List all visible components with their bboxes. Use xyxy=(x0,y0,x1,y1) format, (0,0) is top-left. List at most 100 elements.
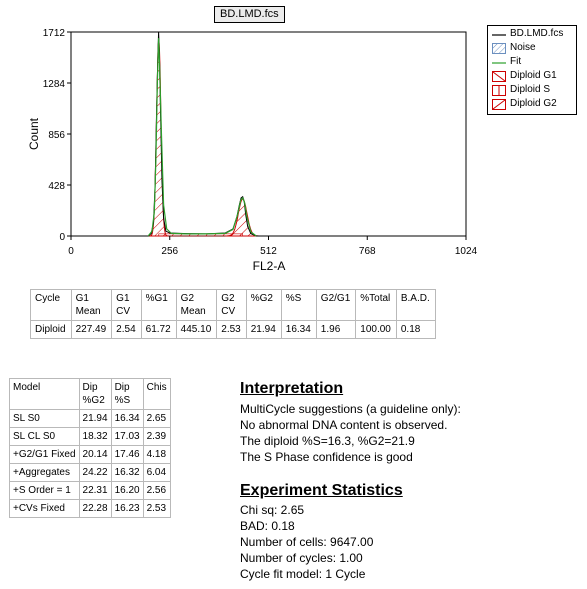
table-cell: 17.46 xyxy=(110,445,144,464)
column-header: G1 Mean xyxy=(70,289,113,321)
table-cell: 16.23 xyxy=(110,499,144,518)
table-cell: 61.72 xyxy=(140,320,177,339)
table-cell: 16.32 xyxy=(110,463,144,482)
column-header: G2/G1 xyxy=(315,289,357,321)
table-cell: 2.53 xyxy=(216,320,247,339)
table-cell: +S Order = 1 xyxy=(9,481,80,500)
hatch-box-red-icon xyxy=(492,98,506,110)
legend-label: Diploid S xyxy=(510,84,551,95)
statistics-line: Cycle fit model: 1 Cycle xyxy=(240,567,366,581)
column-header: Cycle xyxy=(30,289,72,321)
fit-line xyxy=(147,38,257,237)
table-cell: 16.20 xyxy=(110,481,144,500)
column-header: G2 CV xyxy=(216,289,247,321)
interpretation-line: MultiCycle suggestions (a guideline only… xyxy=(240,402,461,416)
histogram-chart: 0 256 512 768 1024 0 428 856 1284 1712 Count FL2-… xyxy=(27,28,478,273)
column-header: Dip %S xyxy=(110,378,144,410)
y-axis-label: Count xyxy=(27,117,41,150)
black-line-icon xyxy=(492,29,506,40)
interpretation-title: Interpretation xyxy=(240,380,344,397)
table-row: SL CL S0 18.32 17.03 2.39 xyxy=(9,427,171,446)
legend-item-noise: Noise xyxy=(492,41,536,55)
legend-item-g2: Diploid G2 xyxy=(492,97,557,111)
table-cell: 6.04 xyxy=(142,463,171,482)
statistics-line: Number of cells: 9647.00 xyxy=(240,535,374,549)
table-row: +Aggregates 24.22 16.32 6.04 xyxy=(9,463,171,482)
interpretation-line: The diploid %S=16.3, %G2=21.9 xyxy=(240,434,415,448)
legend-item-data: BD.LMD.fcs xyxy=(492,27,563,41)
legend-label: Diploid G1 xyxy=(510,70,557,81)
hatch-box-blue-icon xyxy=(492,42,506,54)
table-cell: 2.56 xyxy=(142,481,171,500)
legend-label: Noise xyxy=(510,42,536,53)
table-row: +G2/G1 Fixed 20.14 17.46 4.18 xyxy=(9,445,171,464)
table-cell: 18.32 xyxy=(78,427,112,446)
legend-label: BD.LMD.fcs xyxy=(510,28,564,39)
table-cell: 22.31 xyxy=(78,481,112,500)
column-header: %S xyxy=(280,289,317,321)
table-cell: 0.18 xyxy=(395,320,436,339)
table-cell: 2.39 xyxy=(142,427,171,446)
x-tick-label: 0 xyxy=(68,246,74,257)
y-tick-label: 1284 xyxy=(43,79,66,90)
table-cell: 16.34 xyxy=(280,320,317,339)
table-cell: 2.65 xyxy=(142,409,171,428)
column-header: G1 CV xyxy=(111,289,142,321)
table-cell: 2.54 xyxy=(111,320,142,339)
legend-item-g1: Diploid G1 xyxy=(492,69,557,83)
legend: BD.LMD.fcs Noise Fit Diploid G1 Diploid … xyxy=(487,25,577,115)
table-cell: +CVs Fixed xyxy=(9,499,80,518)
table-cell: 445.10 xyxy=(175,320,218,339)
legend-label: Fit xyxy=(510,56,522,67)
x-tick-label: 1024 xyxy=(455,246,478,257)
table-header-row: Model Dip %G2 Dip %S Chis xyxy=(9,378,171,410)
plot-area xyxy=(70,31,467,237)
x-tick-label: 256 xyxy=(161,246,178,257)
table-cell: 16.34 xyxy=(110,409,144,428)
table-cell: SL CL S0 xyxy=(9,427,80,446)
table-cell: 24.22 xyxy=(78,463,112,482)
column-header: B.A.D. xyxy=(395,289,436,321)
x-axis-label: FL2-A xyxy=(253,259,286,273)
column-header: %Total xyxy=(355,289,397,321)
y-tick-label: 1712 xyxy=(43,28,66,39)
cycle-summary-table: Cycle G1 Mean G1 CV %G1 G2 Mean G2 CV %G2 %S G2/G1 %T… xyxy=(30,289,436,339)
column-header: %G2 xyxy=(245,289,282,321)
table-header-row: Cycle G1 Mean G1 CV %G1 G2 Mean G2 CV %G2 %S G2/G1 %T… xyxy=(30,289,436,321)
table-cell: 21.94 xyxy=(245,320,282,339)
table-cell: Diploid xyxy=(30,320,72,339)
hatch-box-red-icon xyxy=(492,84,506,96)
table-cell: +G2/G1 Fixed xyxy=(9,445,80,464)
table-cell: 22.28 xyxy=(78,499,112,518)
interpretation-line: No abnormal DNA content is observed. xyxy=(240,418,448,432)
legend-item-fit: Fit xyxy=(492,55,521,69)
y-tick-label: 0 xyxy=(59,232,65,243)
column-header: Chis xyxy=(142,378,171,410)
column-header: Dip %G2 xyxy=(78,378,112,410)
y-tick-label: 428 xyxy=(48,181,65,192)
statistics-line: Number of cycles: 1.00 xyxy=(240,551,363,565)
y-tick-label: 856 xyxy=(48,130,65,141)
table-cell: 1.96 xyxy=(315,320,357,339)
table-cell: 2.53 xyxy=(142,499,171,518)
table-cell: SL S0 xyxy=(9,409,80,428)
table-row: Diploid 227.49 2.54 61.72 445.10 2.53 21.94 16.… xyxy=(30,320,436,339)
table-cell: 227.49 xyxy=(70,320,113,339)
interpretation-line: The S Phase confidence is good xyxy=(240,450,413,464)
table-cell: 21.94 xyxy=(78,409,112,428)
table-cell: 100.00 xyxy=(355,320,397,339)
table-row: SL S0 21.94 16.34 2.65 xyxy=(9,409,171,428)
statistics-line: Chi sq: 2.65 xyxy=(240,503,305,517)
statistics-line: BAD: 0.18 xyxy=(240,519,295,533)
legend-item-s: Diploid S xyxy=(492,83,550,97)
column-header: Model xyxy=(9,378,80,410)
column-header: %G1 xyxy=(140,289,177,321)
hatch-box-red-icon xyxy=(492,70,506,82)
green-line-icon xyxy=(492,57,506,68)
column-header: G2 Mean xyxy=(175,289,218,321)
table-row: +CVs Fixed 22.28 16.23 2.53 xyxy=(9,499,171,518)
file-title: BD.LMD.fcs xyxy=(214,6,285,23)
table-cell: 4.18 xyxy=(142,445,171,464)
x-tick-label: 512 xyxy=(260,246,277,257)
table-cell: 17.03 xyxy=(110,427,144,446)
